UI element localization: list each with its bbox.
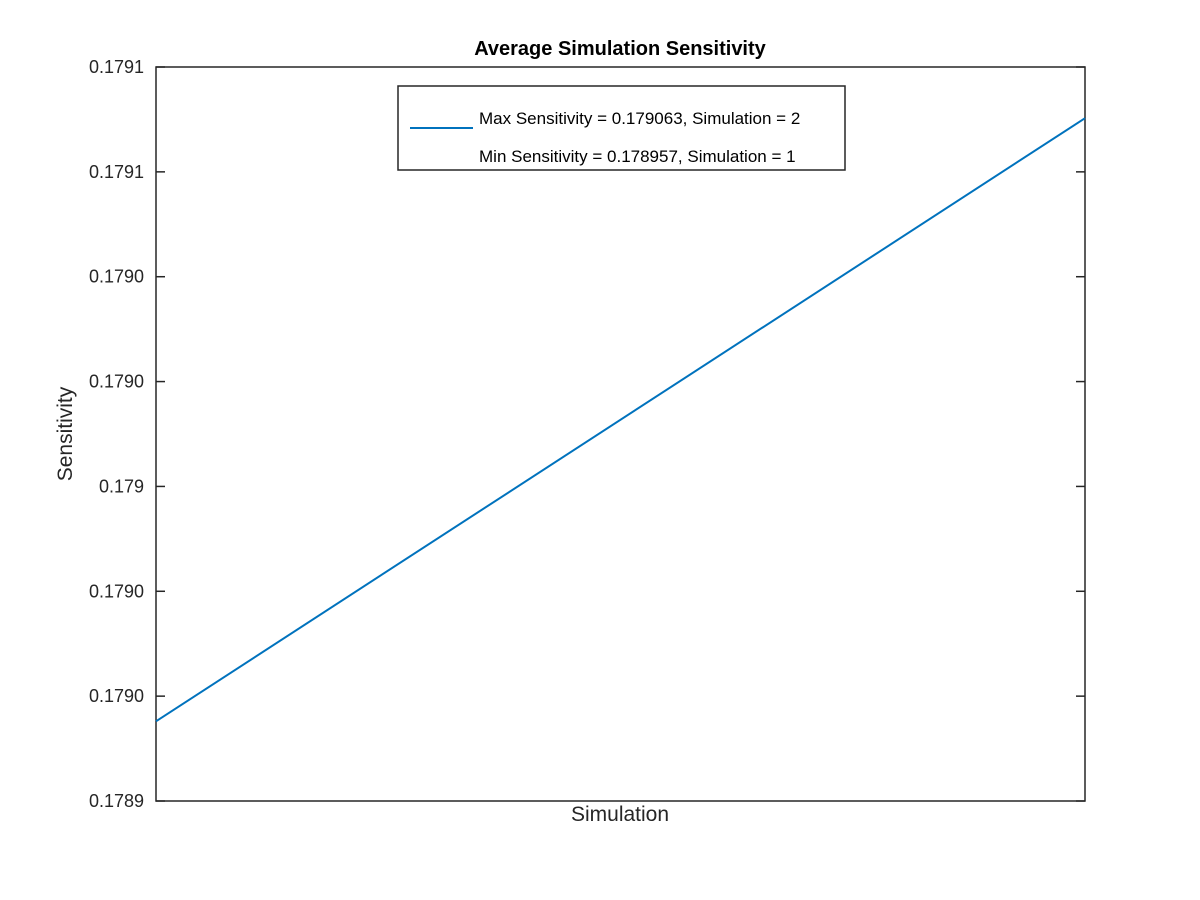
legend: Max Sensitivity = 0.179063, Simulation =… [397,85,846,171]
y-axis-tick-labels: 0.1789 0.1790 0.1790 0.179 0.1790 0.1790 0.179… [89,57,144,811]
y-tick-label: 0.1790 [89,372,144,392]
y-tick-label: 0.1790 [89,267,144,287]
y-axis-label: Sensitivity [54,386,77,481]
y-tick-label: 0.1791 [89,162,144,182]
y-tick-label: 0.179 [99,476,144,496]
series-group [155,117,1086,723]
y-tick-label: 0.1790 [89,686,144,706]
y-tick-label: 0.1791 [89,57,144,77]
y-tick-label: 0.1790 [89,581,144,601]
plot-area [155,66,1086,802]
x-axis-label: Simulation [571,803,669,826]
y-axis-ticks [156,66,1085,802]
legend-entry-max: Max Sensitivity = 0.179063, Simulation =… [479,109,800,128]
legend-entry-min: Min Sensitivity = 0.178957, Simulation =… [479,147,796,166]
y-tick-label: 0.1789 [89,791,144,811]
series-line-0 [155,117,1086,723]
chart-title: Average Simulation Sensitivity [474,38,766,60]
